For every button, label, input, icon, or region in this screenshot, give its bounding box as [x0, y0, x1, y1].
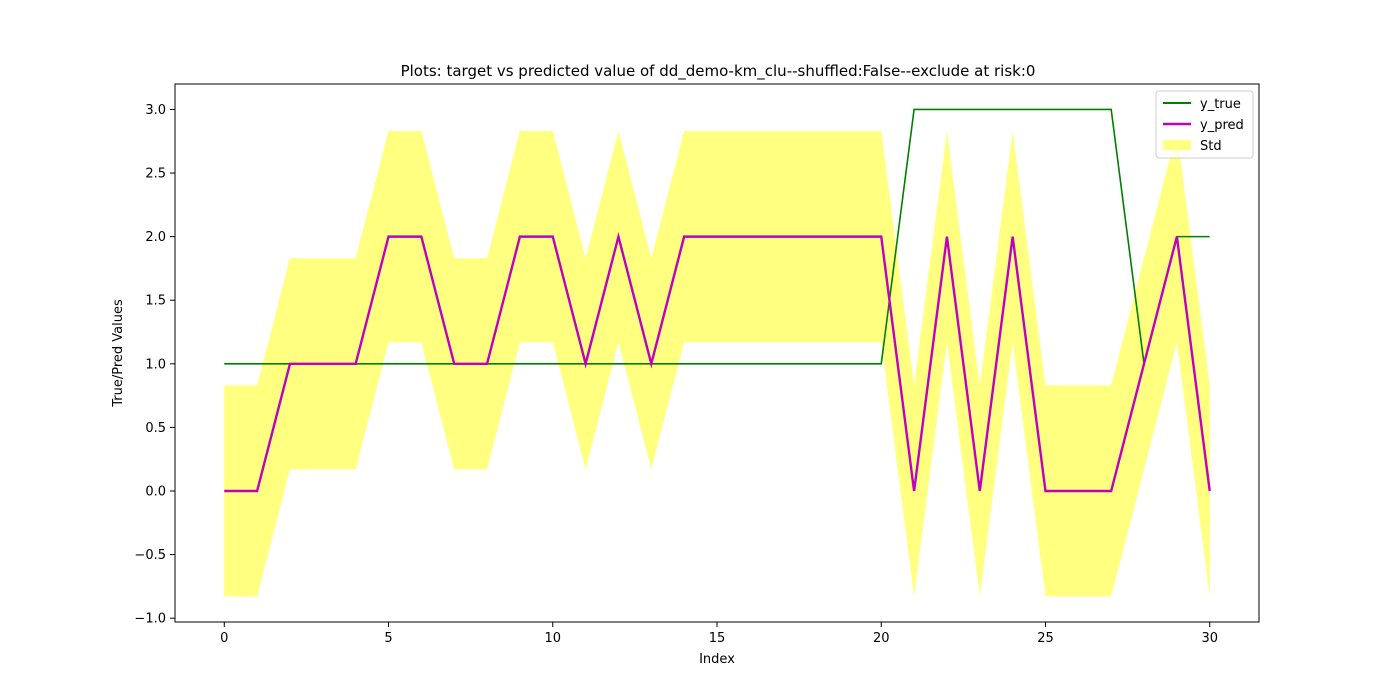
y-tick-label: 2.0	[145, 230, 166, 245]
x-tick-label: 25	[1037, 631, 1054, 646]
legend-label-y-true: y_true	[1200, 97, 1241, 112]
y-tick-label: 1.5	[145, 294, 166, 309]
x-tick-label: 15	[709, 631, 726, 646]
x-tick-label: 30	[1201, 631, 1218, 646]
x-axis: 0 5 10 15 20 25 30	[220, 622, 1218, 646]
std-band	[224, 131, 1210, 597]
y-tick-label: 3.0	[145, 103, 166, 118]
std-band-layer	[224, 131, 1210, 597]
y-tick-label: −0.5	[134, 548, 166, 563]
series-line-y-pred	[224, 231, 1211, 493]
x-tick-label: 0	[220, 631, 228, 646]
series-line-y-true	[224, 108, 1210, 365]
legend-label-y-pred: y_pred	[1200, 118, 1244, 133]
x-tick-label: 5	[384, 631, 392, 646]
y-tick-label: 1.0	[145, 357, 166, 372]
legend-swatch-std	[1163, 140, 1191, 150]
y-tick-label: 0.5	[145, 421, 166, 436]
legend-label-std: Std	[1200, 139, 1222, 154]
y-tick-label: −1.0	[134, 612, 166, 627]
plot-area	[174, 83, 1260, 623]
y-tick-label: 2.5	[145, 167, 166, 182]
chart-title: Plots: target vs predicted value of dd_d…	[401, 62, 1036, 81]
x-tick-label: 20	[873, 631, 890, 646]
y-axis: −1.0 −0.5 0.0 0.5 1.0 1.5 2.0 2.5 3.0	[134, 103, 175, 627]
y-axis-label: True/Pred Values	[111, 299, 126, 408]
x-tick-label: 10	[544, 631, 561, 646]
y-tick-label: 0.0	[145, 484, 166, 499]
series-lines-layer	[224, 108, 1211, 493]
x-axis-label: Index	[699, 652, 735, 667]
legend: y_true y_pred Std	[1155, 90, 1254, 159]
